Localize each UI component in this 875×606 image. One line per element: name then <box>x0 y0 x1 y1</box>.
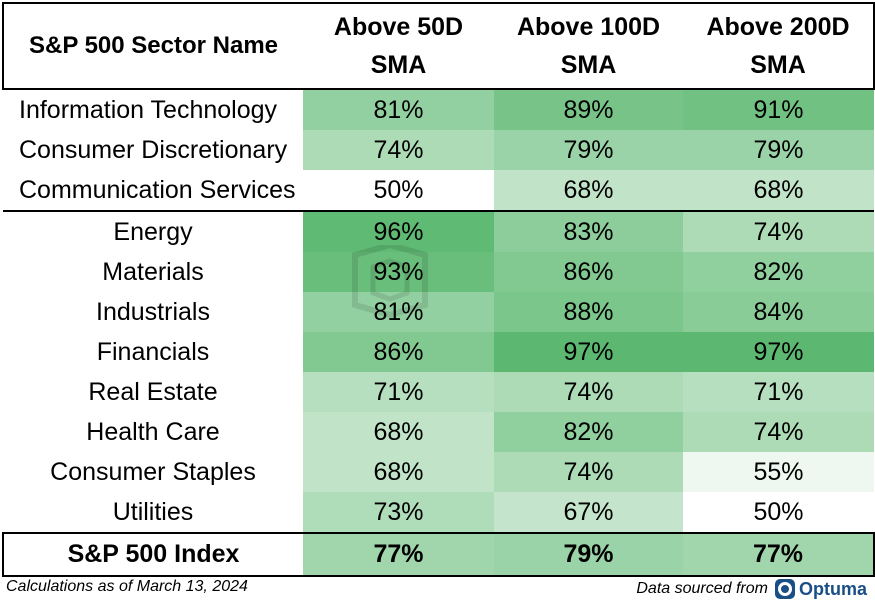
value-cell-above-50d-sma: 93% <box>303 252 494 292</box>
value-cell-above-100d-sma: 89% <box>494 89 683 130</box>
sector-name-cell: Health Care <box>3 412 303 452</box>
value-cell-above-200d-sma: 68% <box>683 170 874 212</box>
sector-name-cell: Financials <box>3 332 303 372</box>
sector-name-cell: Materials <box>3 252 303 292</box>
optuma-logo: Optuma <box>774 578 867 600</box>
data-source: Data sourced from Optuma <box>636 578 867 600</box>
total-value-cell-above-50d-sma: 77% <box>303 532 494 577</box>
sector-name-cell: Energy <box>3 211 303 252</box>
optuma-logo-icon <box>774 579 795 599</box>
column-header-above-100d-sma: Above 100D SMA <box>494 2 683 90</box>
value-cell-above-50d-sma: 81% <box>303 292 494 332</box>
sector-name-cell: Communication Services <box>3 170 303 212</box>
value-cell-above-50d-sma: 68% <box>303 452 494 492</box>
value-cell-above-100d-sma: 86% <box>494 252 683 292</box>
value-cell-above-100d-sma: 97% <box>494 332 683 372</box>
total-value-cell-above-200d-sma: 77% <box>683 532 875 577</box>
value-cell-above-50d-sma: 73% <box>303 492 494 533</box>
table-row: Real Estate 71% 74% 71% <box>3 372 874 412</box>
value-cell-above-200d-sma: 74% <box>683 211 874 252</box>
optuma-logo-text: Optuma <box>798 578 867 599</box>
value-cell-above-200d-sma: 91% <box>683 89 874 130</box>
column-header-sandp-500-sector-name: S&P 500 Sector Name <box>2 2 303 90</box>
sector-name-cell: Industrials <box>3 292 303 332</box>
value-cell-above-100d-sma: 67% <box>494 492 683 533</box>
value-cell-above-50d-sma: 50% <box>303 170 494 212</box>
column-header-above-200d-sma: Above 200D SMA <box>683 2 875 90</box>
value-cell-above-50d-sma: 96% <box>303 211 494 252</box>
table-row: Financials 86% 97% 97% <box>3 332 874 372</box>
table-row: Health Care 68% 82% 74% <box>3 412 874 452</box>
sector-rows: Information Technology 81% 89% 91% Consumer … <box>3 89 874 533</box>
value-cell-above-200d-sma: 50% <box>683 492 874 533</box>
table-row: Industrials 81% 88% 84% <box>3 292 874 332</box>
calculation-date-note: Calculations as of March 13, 2024 <box>6 578 248 595</box>
value-cell-above-50d-sma: 68% <box>303 412 494 452</box>
value-cell-above-200d-sma: 79% <box>683 130 874 170</box>
sector-name-cell: Utilities <box>3 492 303 533</box>
value-cell-above-100d-sma: 83% <box>494 211 683 252</box>
sector-name-cell: Consumer Staples <box>3 452 303 492</box>
table-row: Utilities 73% 67% 50% <box>3 492 874 533</box>
total-row: S&P 500 Index 77% 79% 77% <box>2 532 875 577</box>
table-row: Consumer Discretionary 74% 79% 79% <box>3 130 874 170</box>
value-cell-above-50d-sma: 74% <box>303 130 494 170</box>
value-cell-above-100d-sma: 88% <box>494 292 683 332</box>
value-cell-above-200d-sma: 55% <box>683 452 874 492</box>
value-cell-above-100d-sma: 79% <box>494 130 683 170</box>
value-cell-above-100d-sma: 68% <box>494 170 683 212</box>
sector-name-cell: Information Technology <box>3 89 303 130</box>
data-source-label: Data sourced from <box>636 580 768 597</box>
table-row: Energy 96% 83% 74% <box>3 211 874 252</box>
sector-sma-table: S&P 500 Sector Name Above 50D SMA Above 100… <box>2 2 875 577</box>
value-cell-above-200d-sma: 74% <box>683 412 874 452</box>
table-row: Materials 93% 86% 82% <box>3 252 874 292</box>
value-cell-above-50d-sma: 86% <box>303 332 494 372</box>
sector-name-cell: Real Estate <box>3 372 303 412</box>
value-cell-above-100d-sma: 74% <box>494 452 683 492</box>
sector-name-cell: Consumer Discretionary <box>3 130 303 170</box>
table-row: Consumer Staples 68% 74% 55% <box>3 452 874 492</box>
value-cell-above-200d-sma: 71% <box>683 372 874 412</box>
total-value-cell-above-100d-sma: 79% <box>494 532 683 577</box>
value-cell-above-50d-sma: 81% <box>303 89 494 130</box>
value-cell-above-100d-sma: 82% <box>494 412 683 452</box>
value-cell-above-100d-sma: 74% <box>494 372 683 412</box>
column-header-above-50d-sma: Above 50D SMA <box>303 2 494 90</box>
table-row: Communication Services 50% 68% 68% <box>3 170 874 212</box>
total-name-cell: S&P 500 Index <box>2 532 303 577</box>
value-cell-above-200d-sma: 97% <box>683 332 874 372</box>
value-cell-above-50d-sma: 71% <box>303 372 494 412</box>
value-cell-above-200d-sma: 84% <box>683 292 874 332</box>
table-row: Information Technology 81% 89% 91% <box>3 89 874 130</box>
header-row: S&P 500 Sector Name Above 50D SMA Above 100… <box>2 2 875 90</box>
value-cell-above-200d-sma: 82% <box>683 252 874 292</box>
